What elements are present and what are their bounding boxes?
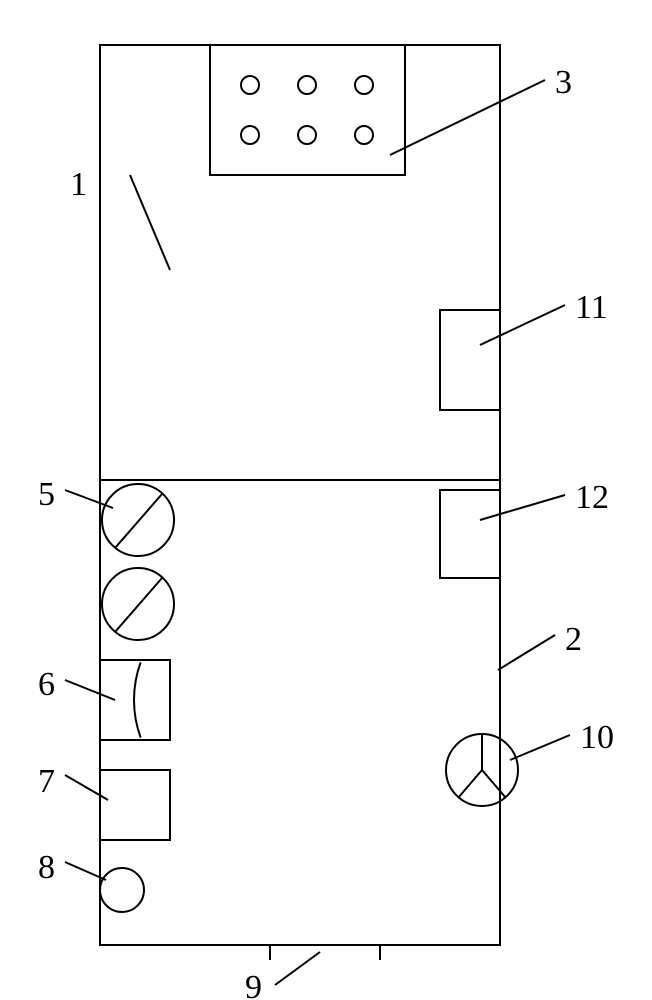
label-3: 3 [555,64,572,101]
block-6 [100,660,170,740]
panel-dot [241,76,259,94]
block-7 [100,770,170,840]
label-10: 10 [580,719,614,756]
circle-10-ray [482,770,506,798]
block-12 [440,490,500,578]
top-panel [210,45,405,175]
circle-10-ray [458,770,482,798]
label-6: 6 [38,666,55,703]
leader-line [65,775,108,800]
left-circle [102,568,174,640]
leader-line [480,495,565,520]
circle-8 [100,868,144,912]
left-circle-stroke [115,578,162,632]
leader-line [65,490,113,508]
label-12: 12 [575,479,609,516]
panel-dot [298,76,316,94]
left-circle-stroke [115,494,162,548]
panel-dot [298,126,316,144]
leader-line [130,175,170,270]
left-circle [102,484,174,556]
label-8: 8 [38,849,55,886]
block-11 [440,310,500,410]
leader-line [510,735,570,760]
block-6-arc [134,662,141,737]
panel-dot [355,76,373,94]
panel-dot [241,126,259,144]
label-9: 9 [245,969,262,1000]
leader-line [498,635,555,670]
panel-dot [355,126,373,144]
leader-line [390,80,545,155]
leader-line [275,952,320,985]
label-1: 1 [70,166,87,203]
label-7: 7 [38,763,55,800]
label-11: 11 [575,289,608,326]
label-5: 5 [38,476,55,513]
leader-line [65,680,115,700]
label-2: 2 [565,621,582,658]
